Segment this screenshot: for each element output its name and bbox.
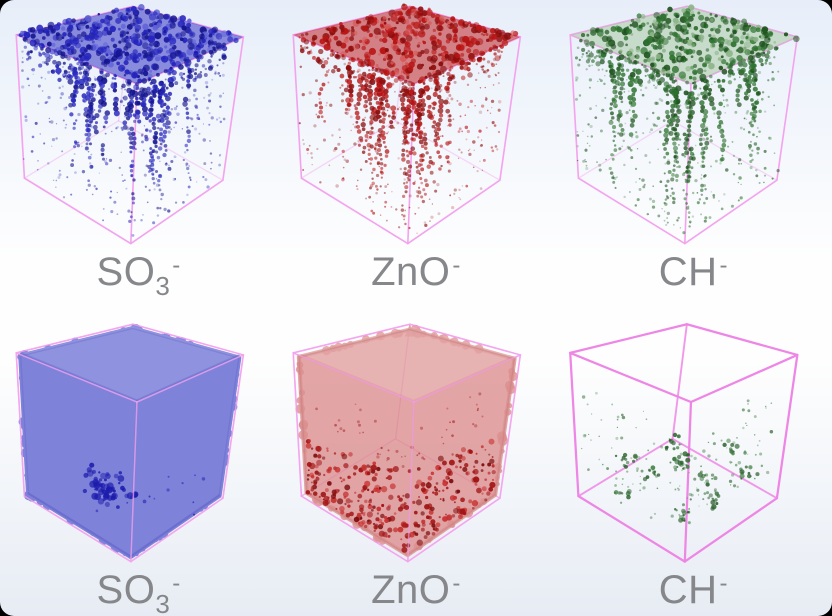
ion-label-superscript: - (172, 570, 181, 597)
panel-ch-isosurface: CH- (555, 308, 832, 616)
ion-label-main: CH (658, 568, 718, 612)
ion-label-ch-bottom: CH- (659, 570, 728, 611)
volume-render-ch-top (569, 4, 800, 245)
volume-render-ch-bottom (569, 323, 799, 563)
ion-label-so3-top: SO3- (96, 250, 181, 300)
ion-label-superscript: - (452, 570, 461, 597)
ion-label-superscript: - (719, 252, 728, 279)
ion-label-zno-bottom: ZnO- (371, 570, 461, 611)
panel-zno-volume: ZnO- (277, 0, 554, 308)
ion-label-superscript: - (719, 570, 728, 597)
ion-label-main: ZnO (371, 250, 451, 294)
panel-so3-volume: SO3- (0, 0, 277, 308)
volume-render-so3-bottom (15, 323, 244, 563)
panel-ch-volume: CH- (555, 0, 832, 308)
ion-label-main: SO (96, 250, 156, 294)
ion-label-ch-top: CH- (659, 252, 728, 293)
ion-label-subscript: 3 (155, 271, 171, 301)
ion-label-zno-top: ZnO- (371, 252, 461, 293)
panel-zno-isosurface: ZnO- (277, 308, 554, 616)
ion-label-main: CH (658, 250, 718, 294)
panel-so3-isosurface: SO3- (0, 308, 277, 616)
ion-label-main: SO (96, 568, 156, 612)
volume-render-so3-top (15, 4, 244, 245)
volume-render-zno-bottom (292, 323, 522, 563)
ion-label-superscript: - (452, 252, 461, 279)
ion-label-subscript: 3 (155, 589, 171, 616)
volume-render-zno-top (292, 3, 522, 245)
ion-label-superscript: - (172, 252, 181, 279)
ion-label-main: ZnO (371, 568, 451, 612)
ion-label-so3-bottom: SO3- (96, 568, 181, 616)
